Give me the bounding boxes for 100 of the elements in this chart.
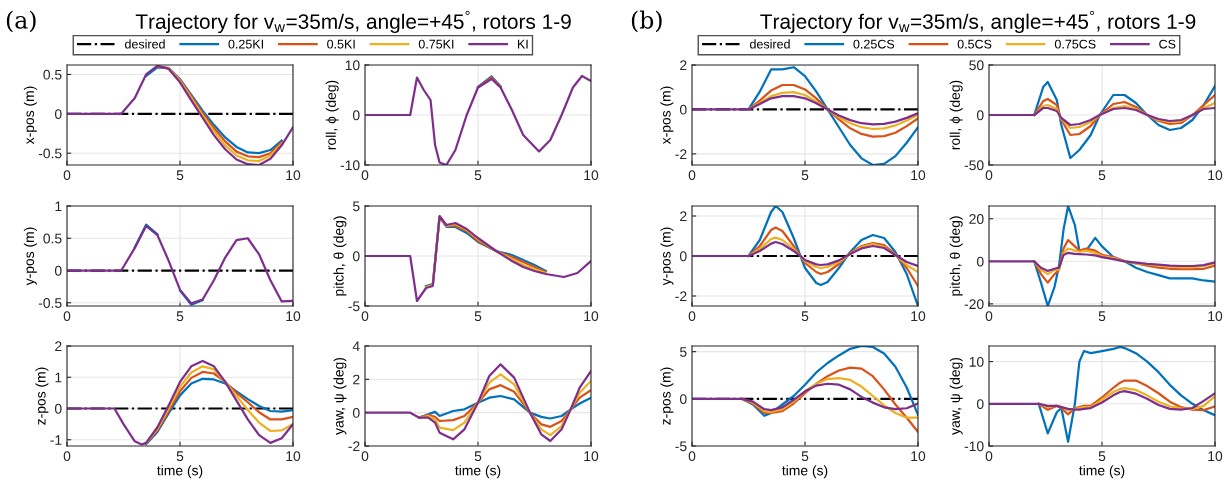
legend-label: 0.25KI [228, 39, 263, 49]
y-tick-label: 5 [352, 201, 360, 212]
y-tick-label: 0.5 [43, 233, 62, 244]
y-tick-label: 0 [54, 403, 62, 414]
text: (b) [631, 10, 662, 33]
y-tick-label: 5 [679, 347, 687, 357]
line-series [1037, 387, 1215, 412]
y-tick-label: 0 [352, 110, 360, 121]
x-tick-label: 0 [361, 170, 369, 181]
y-axis-title: x-pos (m) [23, 86, 37, 145]
y-tick-label: 0 [976, 110, 984, 121]
line-series [692, 382, 918, 412]
y-tick-label: -5 [348, 301, 360, 312]
y-axis-title: yaw, ψ (deg) [949, 357, 963, 435]
y-axis-title: z-pos (m) [660, 367, 674, 425]
line-series [740, 376, 918, 419]
y-tick-label: -0.5 [38, 148, 62, 159]
x-tick-label: 5 [1098, 311, 1106, 322]
x-tick-label: 5 [176, 311, 184, 322]
x-tick-label: 10 [286, 451, 301, 462]
y-tick-label: -2 [675, 149, 687, 159]
x-tick-label: 10 [584, 311, 599, 322]
y-tick-label: 2 [55, 341, 62, 352]
y-tick-label: 10 [345, 60, 360, 71]
text: Trajectory for v$_{w}$=35m/s, angle=+45$^{°}$, rotors 1-9 [135, 10, 571, 34]
x-tick-label: 0 [688, 170, 696, 181]
y-axis-title: y-pos (m) [660, 227, 674, 286]
line-series [1033, 101, 1215, 130]
x-tick-label: 10 [1208, 170, 1223, 181]
y-tick-label: 0 [679, 394, 687, 404]
x-tick-label: 0 [688, 311, 696, 322]
x-tick-label: 5 [801, 170, 809, 181]
line-series [418, 373, 591, 437]
x-tick-label: 10 [911, 451, 926, 462]
x-axis-title: time (s) [157, 465, 203, 479]
x-tick-label: 10 [584, 451, 599, 462]
legend-label: desired [750, 39, 790, 49]
line-series [1037, 379, 1215, 416]
line-series [740, 346, 918, 417]
x-tick-label: 0 [985, 170, 993, 181]
y-tick-label: 0 [352, 408, 360, 418]
y-axis-title: roll, ϕ (deg) [949, 80, 963, 150]
legend-label: 0.5KI [327, 39, 355, 49]
line-series [989, 390, 1215, 411]
x-tick-label: 10 [911, 170, 926, 181]
x-tick-label: 5 [176, 170, 184, 181]
legend-label: 0.75KI [418, 39, 454, 49]
y-tick-label: 20 [969, 214, 984, 224]
x-tick-label: 10 [1208, 311, 1223, 322]
x-tick-label: 5 [1098, 451, 1106, 462]
y-tick-label: 0 [679, 251, 687, 262]
legend-label: 0.75CS [1054, 39, 1096, 49]
line-series [1033, 93, 1215, 137]
y-tick-label: -50 [964, 160, 984, 171]
y-axis-title: yaw, ψ (deg) [333, 357, 347, 435]
x-tick-label: 0 [985, 311, 993, 322]
y-tick-label: 2 [680, 60, 687, 71]
y-tick-label: -2 [348, 441, 360, 452]
y-tick-label: 10 [969, 356, 984, 367]
line-series [747, 83, 918, 138]
y-tick-label: -10 [340, 160, 360, 171]
y-axis-title: roll, ϕ (deg) [325, 80, 339, 150]
line-series [1033, 80, 1215, 160]
y-tick-label: 2 [353, 374, 360, 385]
x-axis-title: time (s) [455, 465, 501, 479]
y-tick-label: 0 [352, 251, 360, 262]
x-tick-label: 10 [286, 311, 301, 322]
x-tick-label: 0 [63, 451, 71, 462]
y-tick-label: -2 [675, 291, 687, 302]
y-axis-title: x-pos (m) [660, 86, 674, 145]
x-tick-label: 0 [985, 451, 993, 462]
x-tick-label: 5 [1098, 170, 1106, 181]
x-tick-label: 5 [474, 170, 482, 181]
y-axis-title: pitch, θ (deg) [949, 216, 963, 296]
y-tick-label: 1 [55, 372, 62, 383]
y-axis-title: y-pos (m) [23, 227, 37, 286]
x-tick-label: 10 [911, 311, 926, 322]
y-tick-label: 4 [352, 341, 360, 352]
line-series [67, 65, 293, 165]
y-tick-label: -0.5 [38, 298, 62, 308]
line-series [989, 106, 1215, 127]
x-tick-label: 5 [176, 451, 184, 462]
x-tick-label: 5 [801, 451, 809, 462]
text: (a) [6, 10, 36, 33]
line-series [692, 240, 918, 268]
x-tick-label: 0 [63, 170, 71, 181]
line-series [989, 251, 1215, 272]
x-tick-label: 0 [63, 311, 71, 322]
x-tick-label: 0 [361, 311, 369, 322]
line-series [747, 236, 918, 274]
x-tick-label: 5 [801, 311, 809, 322]
line-series [747, 226, 918, 288]
x-tick-label: 0 [688, 451, 696, 462]
x-tick-label: 5 [474, 311, 482, 322]
text: Trajectory for v$_{w}$=35m/s, angle=+45$^{°}$, rotors 1-9 [760, 10, 1196, 34]
legend-label: CS [1159, 39, 1176, 49]
y-tick-label: -5 [675, 441, 687, 452]
legend-label: 0.25CS [853, 39, 895, 49]
y-tick-label: 0 [54, 109, 62, 119]
x-tick-label: 5 [474, 451, 482, 462]
